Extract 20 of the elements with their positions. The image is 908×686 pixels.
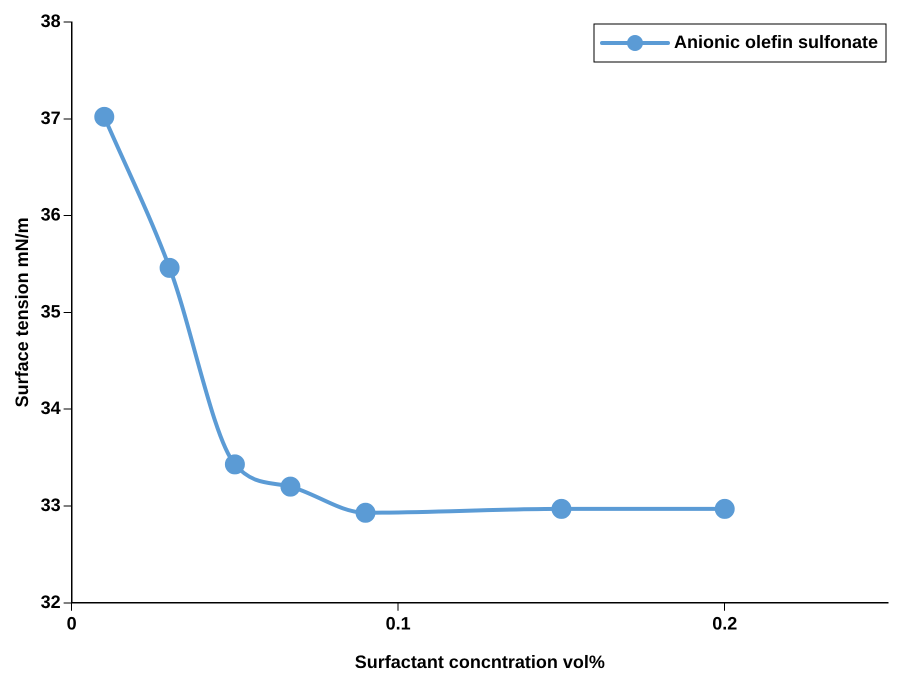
x-tick-label: 0.1	[386, 614, 411, 634]
point	[94, 106, 114, 127]
y-tick-label: 36	[40, 204, 61, 225]
point	[160, 258, 180, 278]
legend-label: Anionic olefin sulfonate	[674, 32, 878, 52]
y-tick-label: 35	[40, 301, 61, 322]
point	[280, 476, 300, 497]
point	[356, 502, 376, 523]
x-tick-label: 0.2	[712, 614, 738, 634]
point	[224, 454, 245, 474]
y-axis-title: Surface tension mN/m	[12, 217, 32, 408]
y-tick-label: 37	[40, 108, 61, 128]
y-tick-label: 34	[40, 398, 61, 418]
point	[714, 498, 735, 519]
x-axis-title: Surfactant concntration vol%	[354, 652, 605, 672]
y-tick-label: 38	[40, 10, 61, 31]
point	[551, 498, 572, 519]
x-tick-label: 0	[66, 614, 77, 634]
y-tick-label: 33	[40, 494, 61, 515]
y-tick-label: 32	[40, 592, 61, 612]
